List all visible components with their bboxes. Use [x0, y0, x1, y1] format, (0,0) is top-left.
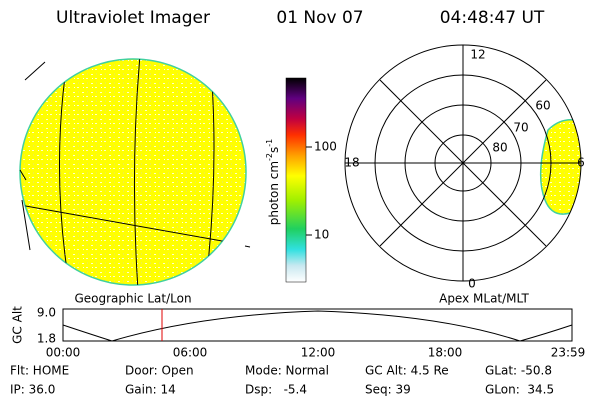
x-tick-label: 00:00 — [46, 346, 81, 360]
status-field: IP: 36.0 — [10, 383, 55, 397]
status-field: Door: Open — [125, 364, 194, 378]
y-tick-label: 1.8 — [37, 332, 56, 346]
status-field: GC Alt: 4.5 Re — [365, 364, 449, 378]
status-field: Mode: Normal — [245, 364, 329, 378]
status-field: GLon: 34.5 — [485, 383, 554, 397]
date: 01 Nov 07 — [276, 8, 363, 28]
colorbar: 100 10 photon cm-2s-1 — [265, 77, 337, 283]
mlt-label: 18 — [344, 156, 359, 170]
x-tick-label: 06:00 — [173, 346, 208, 360]
polar-plot: 12 18 6 0 80 70 60 — [344, 44, 585, 291]
mlat-label: 80 — [492, 141, 507, 155]
mlat-label: 60 — [535, 99, 550, 113]
colorbar-label: photon cm-2s-1 — [265, 139, 281, 226]
colorbar-tick: 100 — [314, 140, 337, 154]
altitude-plot: GC Alt 9.0 1.8 00:00 06:00 12:00 18:00 2… — [11, 306, 586, 360]
status-field: Gain: 14 — [125, 383, 176, 397]
instrument: Ultraviolet Imager — [56, 8, 210, 28]
x-tick-label: 12:00 — [301, 346, 336, 360]
status: Flt: HOME Door: Open Mode: Normal GC Alt: 4… — [10, 364, 554, 397]
mlt-label: 6 — [577, 156, 585, 170]
time: 04:48:47 UT — [440, 8, 545, 28]
status-field: GLat: -50.8 — [485, 364, 552, 378]
status-field: Dsp: -5.4 — [245, 383, 307, 397]
panel-title: Geographic Lat/Lon — [74, 292, 191, 306]
x-tick-label: 18:00 — [428, 346, 463, 360]
panel-title: Apex MLat/MLT — [439, 292, 529, 306]
globe — [19, 58, 251, 286]
mlt-label: 12 — [470, 48, 485, 62]
mlt-label: 0 — [468, 277, 476, 291]
x-tick-label: 23:59 — [551, 346, 586, 360]
mlat-label: 70 — [513, 121, 528, 135]
y-axis-label: GC Alt — [11, 306, 25, 344]
colorbar-tick: 10 — [314, 228, 329, 242]
status-field: Seq: 39 — [365, 383, 411, 397]
status-field: Flt: HOME — [10, 364, 69, 378]
y-tick-label: 9.0 — [37, 306, 56, 320]
